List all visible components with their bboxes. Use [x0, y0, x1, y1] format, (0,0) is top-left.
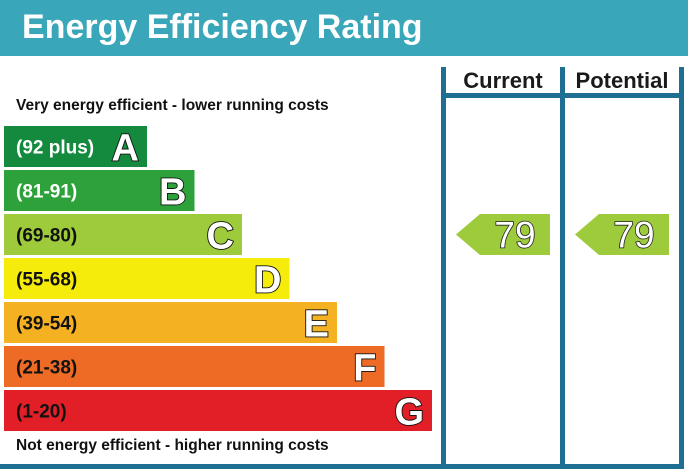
band-g-bar: [4, 390, 432, 431]
current-column-header: Current: [463, 68, 543, 93]
band-g-range: (1-20): [16, 402, 67, 423]
frame-divider-right: [679, 67, 684, 469]
band-f-range: (21-38): [16, 358, 77, 379]
band-c-bar: [4, 214, 242, 255]
band-a-range: (92 plus): [16, 138, 94, 159]
current-rating-arrow: [456, 214, 550, 255]
page-title: Energy Efficiency Rating: [22, 8, 423, 46]
band-e-letter: E: [304, 304, 329, 346]
potential-rating-arrow: [575, 214, 669, 255]
frame-bottom-rule: [0, 464, 684, 469]
band-a-bar: [4, 126, 147, 167]
band-a-letter: A: [112, 128, 139, 170]
band-c-letter: C: [207, 216, 234, 258]
bottom-caption: Not energy efficient - higher running co…: [16, 437, 329, 454]
band-c-range: (69-80): [16, 226, 77, 247]
top-caption: Very energy efficient - lower running co…: [16, 97, 329, 114]
band-f-letter: F: [353, 348, 376, 390]
potential-rating-value: 79: [613, 215, 654, 256]
band-g-letter: G: [394, 392, 424, 434]
band-b-letter: B: [159, 172, 186, 214]
band-d-bar: [4, 258, 290, 299]
frame-divider-left: [441, 67, 446, 469]
frame-divider-middle: [560, 67, 565, 469]
potential-column-header: Potential: [575, 68, 669, 93]
column-header-rule: [441, 93, 684, 98]
band-f-bar: [4, 346, 385, 387]
band-d-letter: D: [254, 260, 281, 302]
band-b-range: (81-91): [16, 182, 77, 203]
current-rating-value: 79: [494, 215, 535, 256]
header-bar: Energy Efficiency Rating: [0, 0, 688, 56]
band-b-bar: [4, 170, 195, 211]
band-e-bar: [4, 302, 337, 343]
band-d-range: (55-68): [16, 270, 77, 291]
band-e-range: (39-54): [16, 314, 77, 335]
